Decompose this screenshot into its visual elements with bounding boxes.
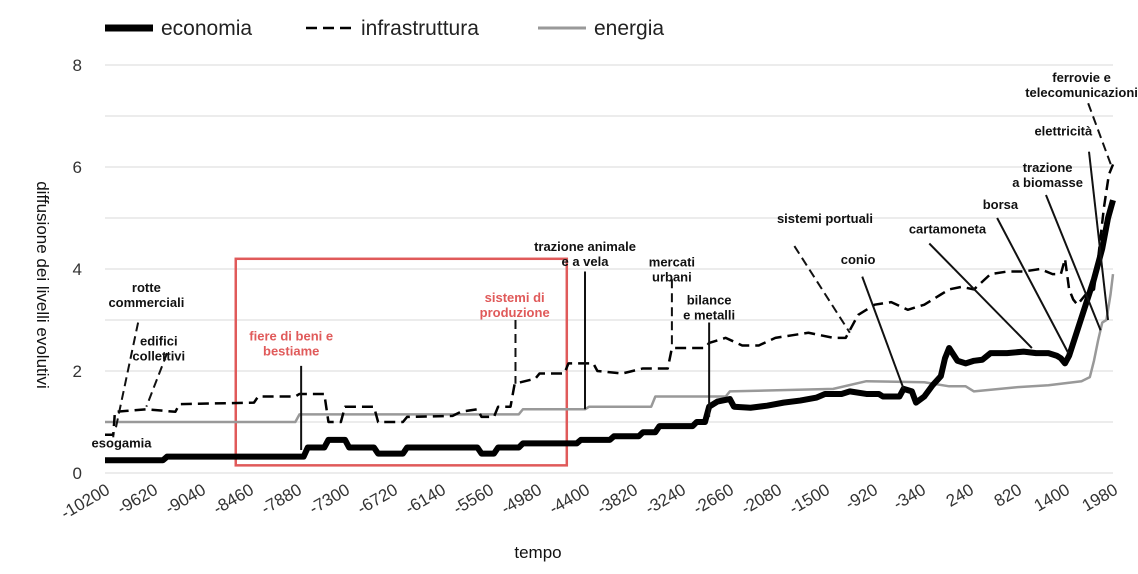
x-tick-label: -6720 bbox=[354, 480, 401, 518]
x-tick-label: -9040 bbox=[162, 480, 209, 518]
annotation-label: e a vela bbox=[562, 254, 610, 269]
x-tick-label: -10200 bbox=[58, 480, 113, 523]
x-tick-label: 820 bbox=[991, 480, 1025, 511]
x-tick-label: -9620 bbox=[114, 480, 161, 518]
x-tick-label: -7880 bbox=[258, 480, 305, 518]
x-tick-label: -8460 bbox=[210, 480, 257, 518]
annotation-label: cartamoneta bbox=[909, 221, 987, 236]
x-tick-label: -5560 bbox=[450, 480, 497, 518]
annotation-label: sistemi portuali bbox=[777, 211, 873, 226]
annotation-label: commerciali bbox=[108, 295, 184, 310]
annotation-label: bestiame bbox=[263, 343, 319, 358]
x-axis-title: tempo bbox=[514, 543, 561, 562]
series-line-economia bbox=[105, 199, 1116, 464]
x-tick-label: 1400 bbox=[1031, 480, 1073, 515]
annotation-label: rotte bbox=[132, 280, 161, 295]
annotation-label: trazione animale bbox=[534, 239, 636, 254]
y-tick-label: 8 bbox=[73, 56, 82, 75]
y-tick-label: 6 bbox=[73, 158, 82, 177]
y-tick-label: 2 bbox=[73, 362, 82, 381]
legend: economia infrastruttura energia bbox=[105, 17, 664, 40]
x-tick-label: -7300 bbox=[306, 480, 353, 518]
annotation-label: e metalli bbox=[683, 308, 735, 323]
annotation-label: produzione bbox=[480, 305, 550, 320]
y-axis-title: diffusione dei livelli evolutivi bbox=[33, 181, 52, 389]
annotation-label: a biomasse bbox=[1012, 175, 1083, 190]
annotation-label: collettivi bbox=[132, 349, 185, 364]
annotation-leader bbox=[113, 322, 140, 433]
annotation-leader bbox=[996, 217, 1070, 354]
annotation-leader bbox=[1087, 102, 1113, 168]
annotation-label: conio bbox=[841, 252, 876, 267]
annotation-label: elettricità bbox=[1034, 123, 1093, 138]
highlight-box bbox=[234, 257, 569, 467]
series-line-infrastruttura bbox=[105, 163, 1115, 436]
grid-lines bbox=[105, 64, 1113, 474]
x-tick-label: -2080 bbox=[738, 480, 785, 518]
annotation-label: esogamia bbox=[92, 436, 153, 451]
legend-label-energia: energia bbox=[594, 17, 664, 40]
annotation-leader bbox=[861, 276, 905, 390]
x-tick-label: -4980 bbox=[498, 480, 545, 518]
annotation-label: telecomunicazioni bbox=[1025, 85, 1138, 100]
annotation-leader bbox=[928, 242, 1033, 349]
y-tick-label: 0 bbox=[73, 464, 82, 483]
annotation-label: trazione bbox=[1023, 160, 1073, 175]
annotation-leader bbox=[793, 245, 851, 334]
x-tick-label: -1500 bbox=[786, 480, 833, 518]
annotation-leader bbox=[145, 352, 169, 408]
annotation-label: ferrovie e bbox=[1052, 70, 1111, 85]
x-tick-label: -340 bbox=[890, 480, 929, 513]
series-layer bbox=[105, 163, 1116, 464]
annotation-label: mercati bbox=[649, 254, 695, 269]
series-line-energia bbox=[105, 273, 1115, 424]
annotation-leader bbox=[1045, 194, 1102, 331]
x-tick-label: 1980 bbox=[1079, 480, 1121, 515]
annotation-label: sistemi di bbox=[485, 290, 545, 305]
x-tick-label: -4400 bbox=[546, 480, 593, 518]
x-tick-label: 240 bbox=[943, 480, 977, 511]
x-tick-labels: -10200 -9620 -9040 -8460 -7880 -7300 -6720 -614… bbox=[58, 480, 1121, 523]
y-tick-labels: 0 2 4 6 8 bbox=[73, 56, 82, 483]
annotation-label: edifici bbox=[140, 334, 178, 349]
x-tick-label: -3820 bbox=[594, 480, 641, 518]
annotation-label: borsa bbox=[983, 197, 1019, 212]
x-tick-label: -6140 bbox=[402, 480, 449, 518]
y-tick-label: 4 bbox=[73, 260, 82, 279]
annotation-label: fiere di beni e bbox=[249, 328, 333, 343]
x-tick-label: -920 bbox=[842, 480, 881, 513]
x-tick-label: -2660 bbox=[690, 480, 737, 518]
legend-label-economia: economia bbox=[161, 17, 252, 40]
annotation-leader bbox=[1088, 151, 1110, 321]
annotation-label: bilance bbox=[687, 293, 732, 308]
annotation-label: urbani bbox=[652, 269, 692, 284]
x-tick-label: -3240 bbox=[642, 480, 689, 518]
legend-label-infrastruttura: infrastruttura bbox=[361, 17, 479, 40]
